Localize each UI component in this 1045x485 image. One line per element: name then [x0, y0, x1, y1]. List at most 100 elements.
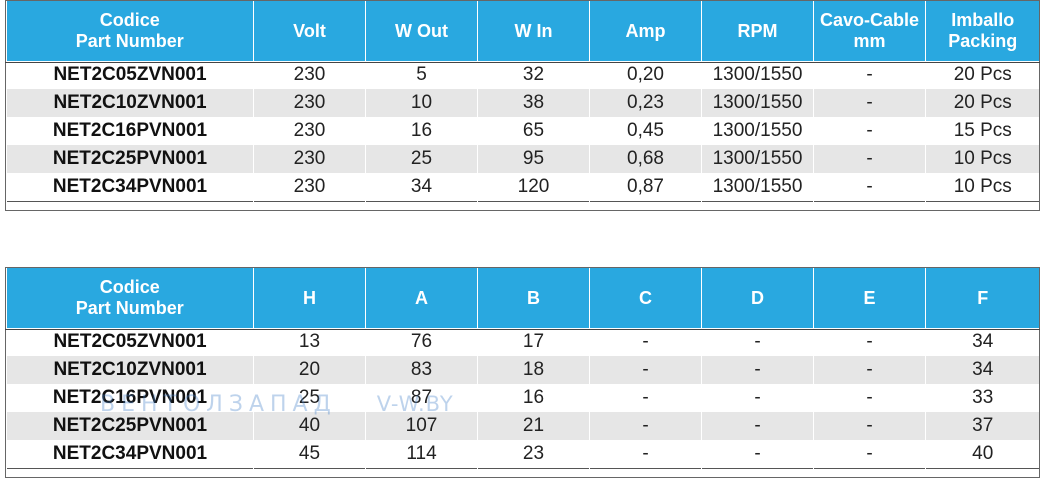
cell-amp: 0,20 — [589, 61, 702, 89]
cell-b: 16 — [477, 384, 590, 412]
cell-part-number: NET2C10ZVN001 — [6, 356, 254, 384]
cell-amp: 0,23 — [589, 89, 702, 117]
cell-e: - — [813, 328, 926, 356]
cell-f: 40 — [925, 440, 1040, 469]
header-f: F — [925, 268, 1040, 328]
cell-packing: 10 Pcs — [925, 145, 1040, 173]
cell-volt: 230 — [253, 89, 366, 117]
cell-d: - — [701, 328, 814, 356]
cell-c: - — [589, 328, 702, 356]
cell-f: 37 — [925, 412, 1040, 440]
cell-rpm: 1300/1550 — [701, 145, 814, 173]
table-row: NET2C10ZVN001 20 83 18 - - - 34 — [6, 356, 1040, 384]
cell-rpm: 1300/1550 — [701, 89, 814, 117]
cell-rpm: 1300/1550 — [701, 117, 814, 145]
divider — [5, 62, 1040, 63]
cell-amp: 0,87 — [589, 173, 702, 202]
cell-part-number: NET2C25PVN001 — [6, 145, 254, 173]
header-w-in: W In — [477, 1, 590, 61]
dimensions-header-row: Codice Part Number H A B C D E F — [6, 268, 1040, 328]
cell-volt: 230 — [253, 117, 366, 145]
header-cable: Cavo-Cable mm — [813, 1, 926, 61]
cell-w-in: 38 — [477, 89, 590, 117]
table-row: NET2C25PVN001 40 107 21 - - - 37 — [6, 412, 1040, 440]
cell-amp: 0,45 — [589, 117, 702, 145]
cell-w-out: 34 — [365, 173, 478, 202]
header-w-out: W Out — [365, 1, 478, 61]
cell-part-number: NET2C05ZVN001 — [6, 328, 254, 356]
cell-d: - — [701, 356, 814, 384]
header-part-number: Codice Part Number — [6, 1, 254, 61]
cell-a: 87 — [365, 384, 478, 412]
cell-c: - — [589, 440, 702, 469]
cell-w-out: 16 — [365, 117, 478, 145]
header-a: A — [365, 268, 478, 328]
header-h: H — [253, 268, 366, 328]
cell-f: 33 — [925, 384, 1040, 412]
cell-a: 107 — [365, 412, 478, 440]
header-volt: Volt — [253, 1, 366, 61]
header-amp: Amp — [589, 1, 702, 61]
cell-a: 83 — [365, 356, 478, 384]
cell-volt: 230 — [253, 61, 366, 89]
cell-part-number: NET2C16PVN001 — [6, 384, 254, 412]
cell-h: 20 — [253, 356, 366, 384]
cell-w-out: 5 — [365, 61, 478, 89]
cell-a: 114 — [365, 440, 478, 469]
cell-part-number: NET2C05ZVN001 — [6, 61, 254, 89]
cell-c: - — [589, 356, 702, 384]
cell-cable: - — [813, 145, 926, 173]
table-row: NET2C34PVN001 45 114 23 - - - 40 — [6, 440, 1040, 469]
cell-e: - — [813, 412, 926, 440]
cell-part-number: NET2C10ZVN001 — [6, 89, 254, 117]
dimensions-table: Codice Part Number H A B C D E F NET2C05Z… — [6, 268, 1040, 469]
cell-h: 40 — [253, 412, 366, 440]
cell-part-number: NET2C34PVN001 — [6, 173, 254, 202]
header-packing: Imballo Packing — [925, 1, 1040, 61]
cell-c: - — [589, 412, 702, 440]
cell-d: - — [701, 440, 814, 469]
cell-rpm: 1300/1550 — [701, 61, 814, 89]
cell-packing: 20 Pcs — [925, 89, 1040, 117]
cell-a: 76 — [365, 328, 478, 356]
cell-cable: - — [813, 173, 926, 202]
cell-cable: - — [813, 117, 926, 145]
cell-b: 18 — [477, 356, 590, 384]
table-row: NET2C05ZVN001 13 76 17 - - - 34 — [6, 328, 1040, 356]
cell-f: 34 — [925, 328, 1040, 356]
cell-part-number: NET2C16PVN001 — [6, 117, 254, 145]
cell-b: 17 — [477, 328, 590, 356]
cell-rpm: 1300/1550 — [701, 173, 814, 202]
cell-b: 21 — [477, 412, 590, 440]
cell-h: 25 — [253, 384, 366, 412]
specs-header-row: Codice Part Number Volt W Out W In Amp RP… — [6, 1, 1040, 61]
header-e: E — [813, 268, 926, 328]
cell-c: - — [589, 384, 702, 412]
cell-e: - — [813, 384, 926, 412]
cell-cable: - — [813, 89, 926, 117]
cell-w-out: 25 — [365, 145, 478, 173]
specs-table: Codice Part Number Volt W Out W In Amp RP… — [6, 1, 1040, 202]
cell-b: 23 — [477, 440, 590, 469]
cell-part-number: NET2C34PVN001 — [6, 440, 254, 469]
header-part-number: Codice Part Number — [6, 268, 254, 328]
cell-volt: 230 — [253, 145, 366, 173]
cell-h: 13 — [253, 328, 366, 356]
cell-packing: 15 Pcs — [925, 117, 1040, 145]
cell-amp: 0,68 — [589, 145, 702, 173]
cell-d: - — [701, 412, 814, 440]
cell-e: - — [813, 440, 926, 469]
table-row: NET2C34PVN001 230 34 120 0,87 1300/1550 … — [6, 173, 1040, 202]
cell-packing: 10 Pcs — [925, 173, 1040, 202]
cell-d: - — [701, 384, 814, 412]
table-row: NET2C16PVN001 25 87 16 - - - 33 — [6, 384, 1040, 412]
cell-w-in: 32 — [477, 61, 590, 89]
cell-w-in: 120 — [477, 173, 590, 202]
header-rpm: RPM — [701, 1, 814, 61]
cell-cable: - — [813, 61, 926, 89]
table-row: NET2C10ZVN001 230 10 38 0,23 1300/1550 -… — [6, 89, 1040, 117]
cell-part-number: NET2C25PVN001 — [6, 412, 254, 440]
header-c: C — [589, 268, 702, 328]
table-row: NET2C16PVN001 230 16 65 0,45 1300/1550 -… — [6, 117, 1040, 145]
cell-e: - — [813, 356, 926, 384]
